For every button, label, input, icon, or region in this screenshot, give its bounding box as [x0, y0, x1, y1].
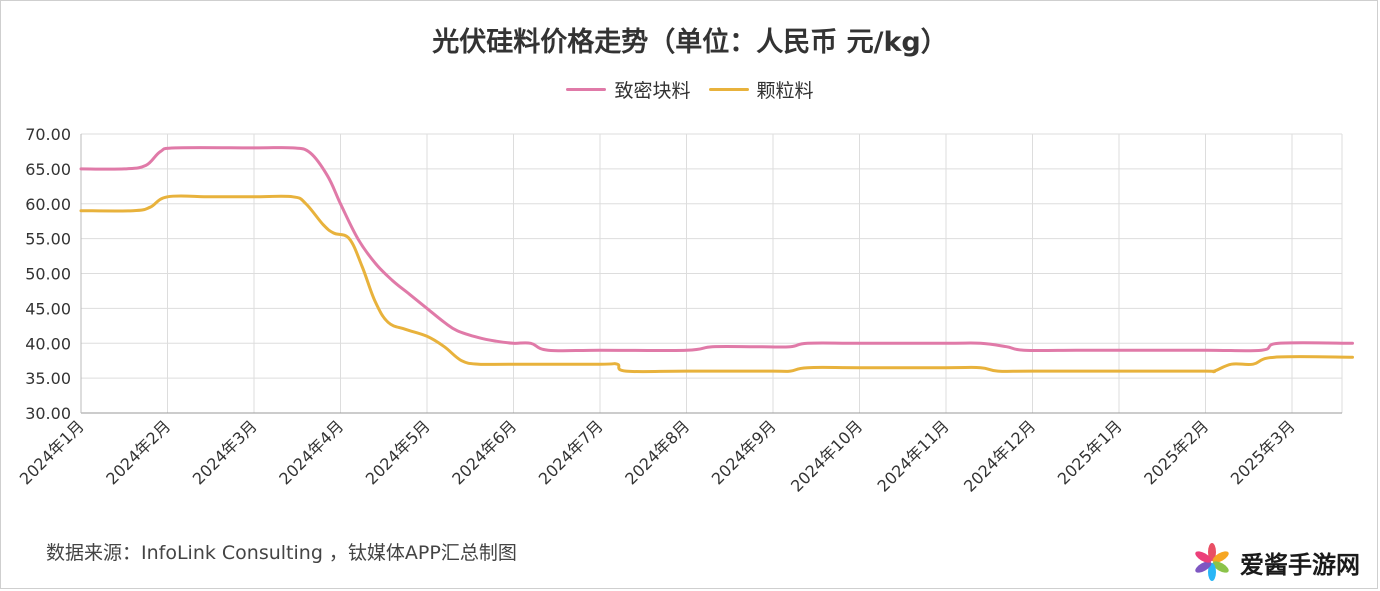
pinwheel-logo-icon — [1195, 543, 1229, 581]
x-tick-label: 2025年1月 — [1054, 416, 1126, 488]
legend-item-dense[interactable]: 致密块料 — [566, 76, 691, 103]
watermark: 爱酱手游网 — [1192, 542, 1360, 582]
series-line-dense — [79, 146, 1354, 353]
x-tick-label: 2024年7月 — [535, 416, 607, 488]
x-tick-label: 2024年1月 — [16, 416, 88, 488]
legend-label-granular: 颗粒料 — [756, 80, 814, 102]
y-tick-label: 55.00 — [25, 230, 71, 249]
x-tick-label: 2024年4月 — [275, 416, 347, 488]
series-line-granular — [79, 194, 1354, 374]
watermark-text: 爱酱手游网 — [1240, 550, 1360, 579]
x-tick-label: 2025年2月 — [1140, 416, 1212, 488]
x-tick-label: 2024年5月 — [362, 416, 434, 488]
y-tick-label: 65.00 — [25, 160, 71, 179]
legend-swatch-granular — [708, 88, 749, 91]
y-tick-label: 70.00 — [25, 125, 71, 144]
y-tick-label: 50.00 — [25, 265, 71, 284]
x-tick-label: 2024年6月 — [448, 416, 520, 488]
y-tick-label: 35.00 — [25, 369, 71, 388]
legend-swatch-dense — [566, 88, 607, 91]
x-tick-label: 2024年3月 — [189, 416, 261, 488]
y-tick-label: 40.00 — [25, 334, 71, 353]
x-tick-label: 2024年8月 — [621, 416, 693, 488]
data-source-note: 数据来源：InfoLink Consulting ，钛媒体APP汇总制图 — [46, 542, 517, 564]
x-tick-label: 2024年9月 — [708, 416, 780, 488]
y-tick-label: 30.00 — [25, 404, 71, 423]
x-tick-label: 2024年2月 — [102, 416, 174, 488]
y-tick-label: 60.00 — [25, 195, 71, 214]
x-tick-label: 2025年3月 — [1227, 416, 1299, 488]
legend-item-granular[interactable]: 颗粒料 — [708, 76, 814, 103]
chart-legend: 致密块料 颗粒料 — [0, 76, 1380, 103]
x-tick-label: 2024年11月 — [874, 416, 953, 495]
chart-title: 光伏硅料价格走势（单位：人民币 元/kg） — [432, 27, 948, 58]
x-tick-label: 2024年10月 — [787, 416, 866, 495]
legend-label-dense: 致密块料 — [614, 80, 691, 102]
x-tick-label: 2024年12月 — [960, 416, 1039, 495]
y-tick-label: 45.00 — [25, 299, 71, 318]
